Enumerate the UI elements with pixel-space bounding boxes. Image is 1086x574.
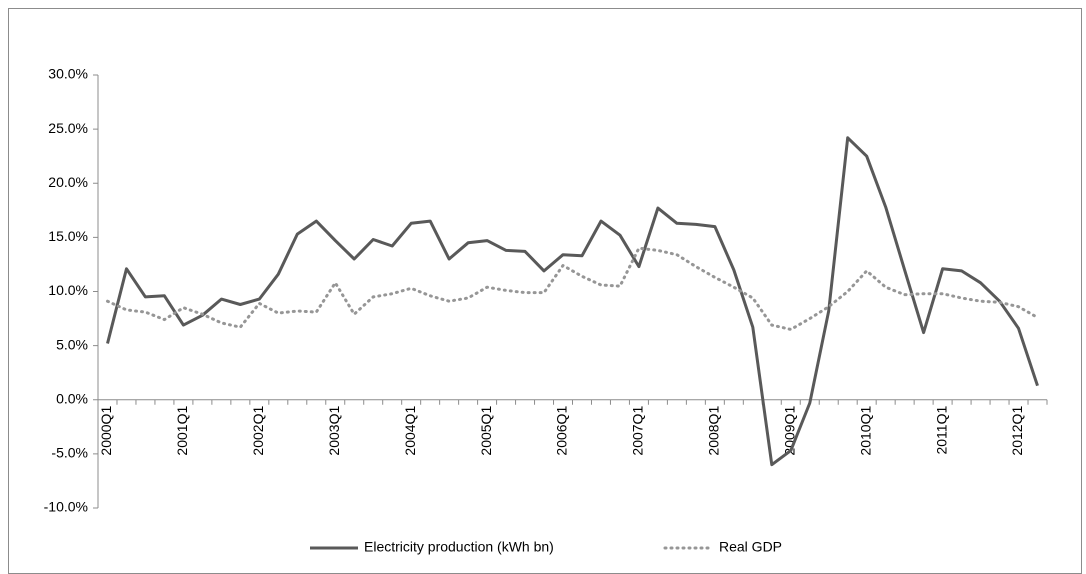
y-tick-label: 0.0% [56, 390, 88, 406]
y-tick-label: -5.0% [51, 445, 88, 461]
x-tick-label: 2002Q1 [250, 406, 266, 456]
x-tick-label: 2011Q1 [933, 406, 949, 455]
x-tick-label: 2006Q1 [554, 406, 570, 456]
x-tick-label: 2010Q1 [857, 406, 873, 456]
y-tick-label: 15.0% [48, 228, 88, 244]
y-tick-label: 30.0% [48, 66, 88, 82]
x-tick-label: 2008Q1 [706, 406, 722, 456]
data-line [106, 246, 1039, 331]
x-tick-label: 2012Q1 [1009, 406, 1025, 456]
x-tick-label: 2007Q1 [630, 406, 646, 456]
data-line [106, 136, 1039, 467]
x-tick-label: 2004Q1 [402, 406, 418, 456]
x-tick-label: 2001Q1 [174, 406, 190, 456]
x-tick-label: 2003Q1 [326, 406, 342, 456]
y-tick-label: 10.0% [48, 282, 88, 298]
y-tick-label: -10.0% [44, 499, 88, 515]
legend-label: Electricity production (kWh bn) [364, 539, 554, 555]
y-tick-label: 20.0% [48, 174, 88, 190]
x-tick-label: 2009Q1 [781, 406, 797, 456]
x-tick-label: 2005Q1 [478, 406, 494, 456]
legend-label: Real GDP [719, 539, 782, 555]
y-tick-label: 5.0% [56, 336, 88, 352]
y-tick-label: 25.0% [48, 120, 88, 136]
x-tick-label: 2000Q1 [98, 406, 114, 456]
